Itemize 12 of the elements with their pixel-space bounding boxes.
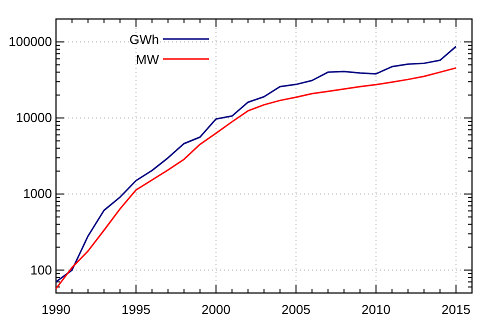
y-tick-label: 100 [30,262,52,278]
x-tick-label: 2000 [202,302,230,318]
x-tick-label: 1995 [122,302,150,318]
x-tick-label: 1990 [42,302,70,318]
y-tick-label: 10000 [16,110,52,126]
x-tick-label: 2010 [362,302,390,318]
y-tick-label: 1000 [23,186,52,202]
x-tick-label: 2015 [442,302,470,318]
legend-label: MW [136,52,160,67]
legend-label: GWh [129,32,159,47]
y-tick-label: 100000 [8,34,52,50]
x-tick-label: 2005 [282,302,310,318]
